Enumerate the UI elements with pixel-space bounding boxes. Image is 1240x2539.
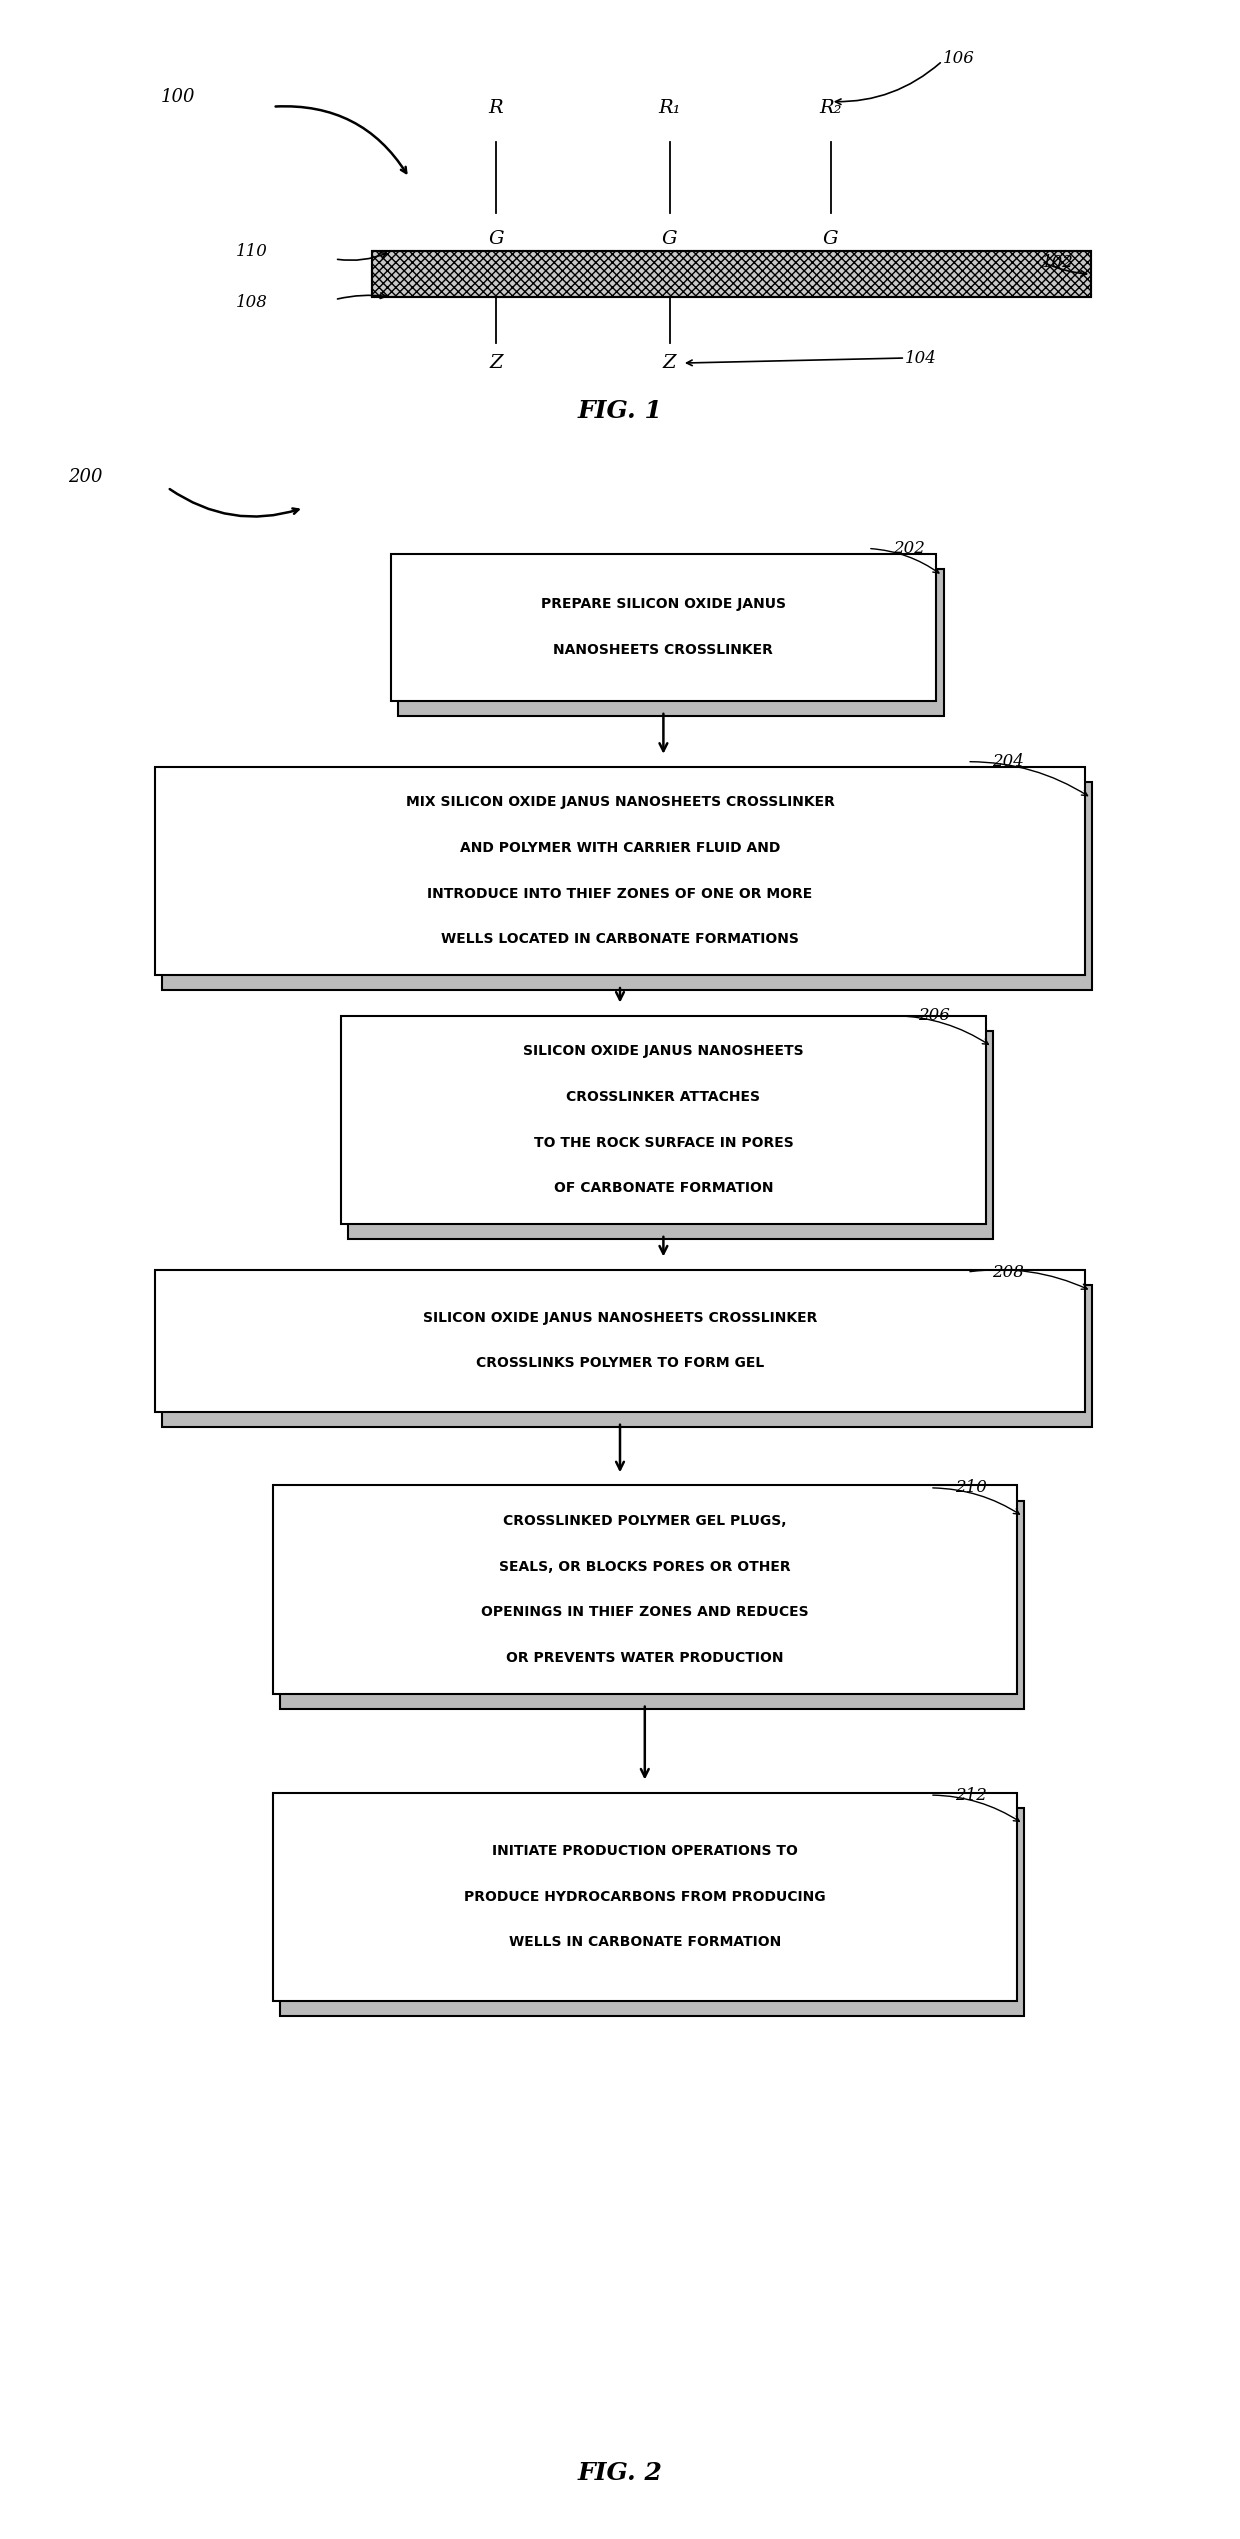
Text: MIX SILICON OXIDE JANUS NANOSHEETS CROSSLINKER: MIX SILICON OXIDE JANUS NANOSHEETS CROSS… [405, 795, 835, 810]
Text: G: G [489, 229, 503, 249]
Text: 202: 202 [893, 541, 925, 556]
Text: R₂: R₂ [820, 99, 842, 117]
Text: INTRODUCE INTO THIEF ZONES OF ONE OR MORE: INTRODUCE INTO THIEF ZONES OF ONE OR MOR… [428, 886, 812, 901]
Bar [162, 1285, 1092, 1427]
Text: 212: 212 [955, 1787, 987, 1803]
Bar [280, 1808, 1024, 2016]
Text: 104: 104 [905, 350, 937, 368]
Text: FIG. 2: FIG. 2 [578, 2460, 662, 2486]
Text: 100: 100 [161, 86, 196, 107]
Bar [155, 767, 1085, 975]
Text: G: G [823, 229, 838, 249]
Text: 200: 200 [68, 467, 103, 487]
Bar [155, 1270, 1085, 1412]
Text: WELLS LOCATED IN CARBONATE FORMATIONS: WELLS LOCATED IN CARBONATE FORMATIONS [441, 932, 799, 947]
Bar [398, 569, 944, 716]
Text: R: R [489, 99, 503, 117]
Text: 102: 102 [1042, 254, 1074, 272]
Text: OF CARBONATE FORMATION: OF CARBONATE FORMATION [553, 1181, 774, 1196]
Text: INITIATE PRODUCTION OPERATIONS TO: INITIATE PRODUCTION OPERATIONS TO [492, 1843, 797, 1859]
Bar [273, 1793, 1017, 2001]
Bar [391, 554, 936, 701]
Text: Z: Z [490, 353, 502, 373]
Bar [372, 251, 1091, 297]
Text: FIG. 1: FIG. 1 [578, 399, 662, 424]
Text: 208: 208 [992, 1264, 1024, 1280]
Text: PRODUCE HYDROCARBONS FROM PRODUCING: PRODUCE HYDROCARBONS FROM PRODUCING [464, 1889, 826, 1904]
Text: R₁: R₁ [658, 99, 681, 117]
Text: G: G [662, 229, 677, 249]
Text: 210: 210 [955, 1480, 987, 1495]
Bar [341, 1016, 986, 1224]
Text: TO THE ROCK SURFACE IN PORES: TO THE ROCK SURFACE IN PORES [533, 1135, 794, 1150]
Text: Z: Z [663, 353, 676, 373]
Text: SILICON OXIDE JANUS NANOSHEETS CROSSLINKER: SILICON OXIDE JANUS NANOSHEETS CROSSLINK… [423, 1310, 817, 1325]
Text: WELLS IN CARBONATE FORMATION: WELLS IN CARBONATE FORMATION [508, 1935, 781, 1950]
Text: AND POLYMER WITH CARRIER FLUID AND: AND POLYMER WITH CARRIER FLUID AND [460, 840, 780, 856]
Bar [273, 1485, 1017, 1694]
Text: 108: 108 [236, 295, 268, 312]
Text: CROSSLINKER ATTACHES: CROSSLINKER ATTACHES [567, 1089, 760, 1104]
Text: NANOSHEETS CROSSLINKER: NANOSHEETS CROSSLINKER [553, 642, 774, 658]
Text: 110: 110 [236, 244, 268, 262]
Text: 204: 204 [992, 754, 1024, 769]
Text: CROSSLINKED POLYMER GEL PLUGS,: CROSSLINKED POLYMER GEL PLUGS, [503, 1513, 786, 1528]
Bar [162, 782, 1092, 990]
Bar [280, 1501, 1024, 1709]
Text: OPENINGS IN THIEF ZONES AND REDUCES: OPENINGS IN THIEF ZONES AND REDUCES [481, 1605, 808, 1620]
Text: SILICON OXIDE JANUS NANOSHEETS: SILICON OXIDE JANUS NANOSHEETS [523, 1044, 804, 1059]
Text: OR PREVENTS WATER PRODUCTION: OR PREVENTS WATER PRODUCTION [506, 1650, 784, 1666]
Bar [372, 251, 1091, 297]
Text: CROSSLINKS POLYMER TO FORM GEL: CROSSLINKS POLYMER TO FORM GEL [476, 1356, 764, 1371]
Text: PREPARE SILICON OXIDE JANUS: PREPARE SILICON OXIDE JANUS [541, 597, 786, 612]
Text: 106: 106 [942, 51, 975, 69]
Bar [348, 1031, 993, 1239]
Text: 206: 206 [918, 1008, 950, 1023]
Text: SEALS, OR BLOCKS PORES OR OTHER: SEALS, OR BLOCKS PORES OR OTHER [498, 1559, 791, 1574]
